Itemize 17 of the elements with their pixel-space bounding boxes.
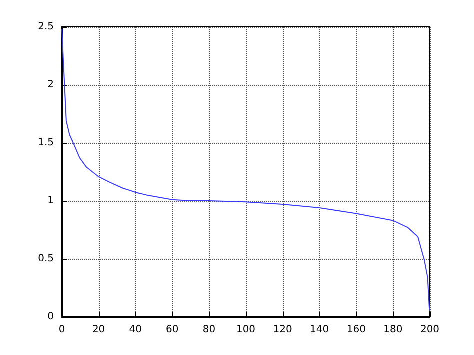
x-tick-label: 20 <box>92 324 106 336</box>
x-tick-label: 180 <box>384 324 403 336</box>
x-tick-label: 60 <box>166 324 179 336</box>
x-tick-label: 120 <box>273 324 292 336</box>
y-tick-label: 1.5 <box>38 138 54 148</box>
x-tick-label: 100 <box>236 324 256 336</box>
x-tick-label: 40 <box>129 324 142 336</box>
y-tick-label: 2.5 <box>38 22 54 32</box>
x-tick-label: 140 <box>310 324 330 336</box>
x-tick-label: 200 <box>420 324 440 336</box>
x-tick-label: 80 <box>202 324 216 336</box>
x-tick-label: 0 <box>58 324 66 336</box>
y-tick-label: 1 <box>48 196 54 206</box>
x-tick-label: 160 <box>346 324 366 336</box>
y-tick-label: 2 <box>48 80 54 90</box>
y-tick-label: 0.5 <box>38 254 54 264</box>
y-tick-label: 0 <box>48 312 54 322</box>
